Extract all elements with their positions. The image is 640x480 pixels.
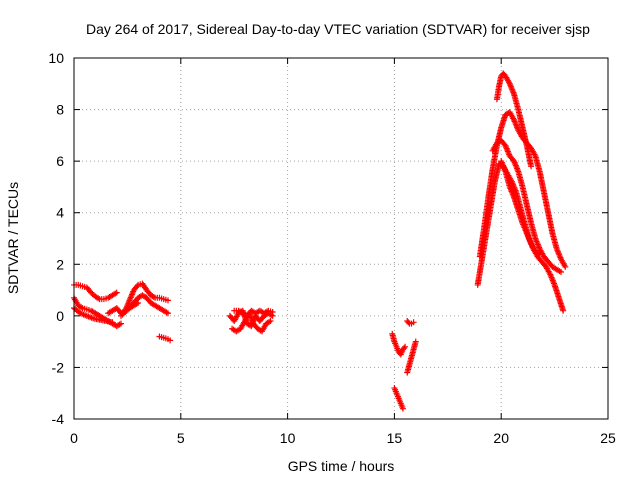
data-point [401,345,408,352]
y-tick-label: 0 [56,308,64,324]
data-point [560,307,567,314]
x-tick-label: 0 [70,430,78,446]
chart-title: Day 264 of 2017, Sidereal Day-to-day VTE… [86,21,590,37]
data-point [167,337,174,344]
data-point [117,320,124,327]
data-point [412,338,419,345]
y-axis-label: SDTVAR / TECUs [5,182,21,294]
x-tick-label: 5 [177,430,185,446]
data-point [269,308,276,315]
y-tick-label: 8 [56,102,64,118]
data-point [399,405,406,412]
data-point [528,163,535,170]
y-tick-label: 10 [48,50,64,66]
data-point [267,318,274,325]
data-point [536,250,543,257]
data-point [410,319,417,326]
data-point [405,319,412,326]
data-point [109,319,116,326]
tick-labels: 0 5 10 15 20 25 -4 -2 0 2 4 6 8 10 [48,50,616,446]
y-tick-label: 2 [56,256,64,272]
data-point [134,283,141,290]
axis-ticks [73,57,609,420]
x-tick-label: 20 [493,430,509,446]
data-point [562,263,569,270]
data-points [71,70,569,412]
plot-frame [73,57,609,420]
x-tick-label: 10 [280,430,296,446]
data-point [135,299,142,306]
data-point [164,297,171,304]
y-tick-label: 4 [56,205,64,221]
x-axis-label: GPS time / hours [288,458,395,474]
y-tick-label: -4 [52,411,65,427]
y-tick-label: 6 [56,153,64,169]
data-point [164,310,171,317]
x-tick-label: 25 [600,430,616,446]
data-point [558,269,565,276]
x-tick-label: 15 [387,430,403,446]
data-point [402,343,409,350]
data-point [113,289,120,296]
y-tick-label: -2 [52,359,65,375]
